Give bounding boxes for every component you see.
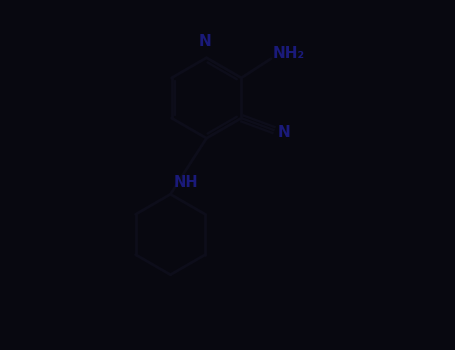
Text: N: N [198,34,211,49]
Text: NH₂: NH₂ [273,46,305,61]
Text: N: N [278,125,290,140]
Text: NH: NH [173,175,198,190]
